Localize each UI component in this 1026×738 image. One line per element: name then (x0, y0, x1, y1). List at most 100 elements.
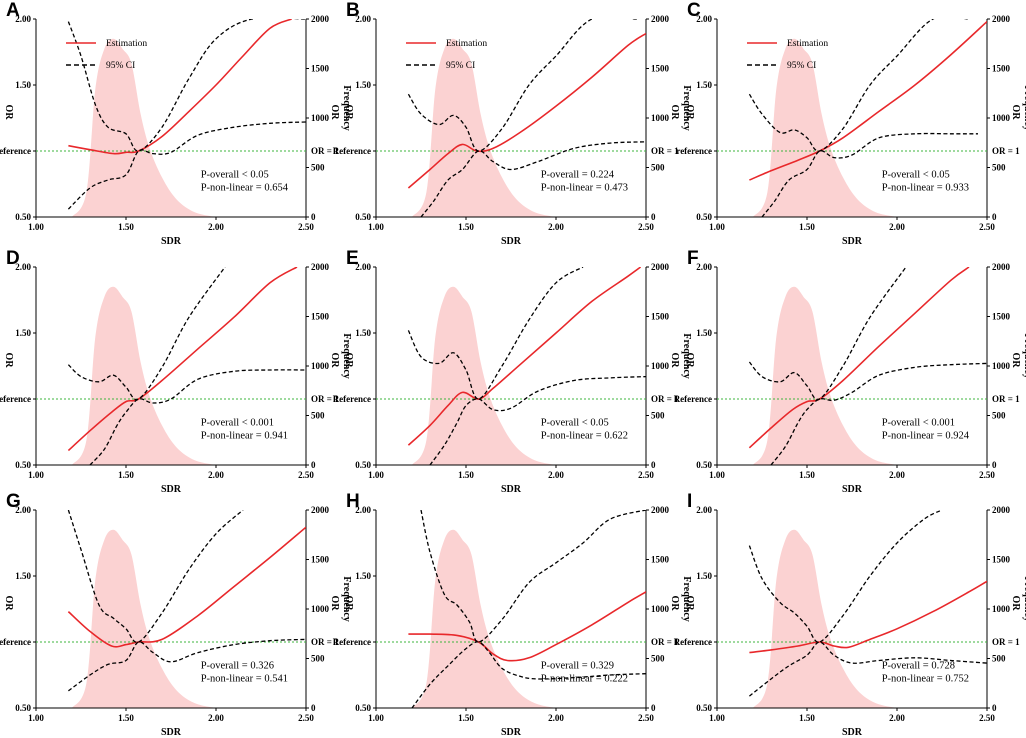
y-tick-label: 2.00 (355, 262, 371, 272)
x-tick-label: 1.00 (368, 222, 384, 232)
y2-tick-label: 500 (651, 163, 665, 173)
y2-tick-label: 500 (651, 654, 665, 664)
y-tick-label: 1.50 (696, 80, 712, 90)
y2-tick-label: 0 (651, 460, 656, 470)
x-axis-title: SDR (501, 236, 522, 247)
y2-tick-label: 0 (311, 703, 316, 713)
frequency-histogram (753, 38, 897, 217)
panel-c: C 1.00 1.50 2.00 2.50 0.50 1.50 2.00 reference 0 5… (676, 0, 1026, 247)
y2-tick-label: 1500 (992, 312, 1011, 322)
y2-tick-label: 1000 (311, 113, 330, 123)
y2-tick-label: 0 (651, 212, 656, 222)
or-equals-one-label: OR = 1 (651, 394, 679, 404)
y2-tick-label: 2000 (651, 262, 670, 272)
y-axis-title: OR (3, 596, 14, 612)
y-axis-title: OR (343, 596, 354, 612)
y2-tick-label: 1500 (992, 64, 1011, 74)
x-tick-label: 2.50 (638, 470, 654, 480)
y-tick-label: 0.50 (355, 460, 371, 470)
panel-letter: F (687, 248, 699, 269)
panel-letter: C (687, 0, 701, 21)
ci-lower-line (761, 132, 978, 217)
legend-estimation-label: Estimation (787, 39, 828, 49)
y-tick-label: 2.00 (15, 14, 31, 24)
y2-axis-title-frequency: Frequency (681, 576, 692, 621)
y-tick-label: 1.50 (15, 328, 31, 338)
p-overall-label: P-overall < 0.05 (882, 169, 950, 180)
y2-axis-title-frequency: Frequency (681, 85, 692, 130)
y2-axis-title-or: OR (329, 105, 340, 121)
x-tick-label: 1.00 (709, 713, 725, 723)
frequency-histogram (412, 529, 556, 708)
reference-label: Reference (333, 637, 371, 647)
y2-tick-label: 2000 (651, 505, 670, 515)
x-axis-title: SDR (842, 236, 863, 247)
y2-tick-label: 1500 (651, 555, 670, 565)
y2-tick-label: 500 (992, 163, 1006, 173)
ci-lower-line (89, 369, 306, 465)
y-axis-title: OR (684, 596, 695, 612)
y2-tick-label: 1000 (992, 361, 1011, 371)
ci-lower-line (68, 638, 306, 692)
y2-tick-label: 1500 (311, 64, 330, 74)
estimation-line (407, 32, 646, 189)
reference-label: Reference (0, 637, 31, 647)
panel-letter: A (6, 0, 20, 21)
y2-tick-label: 1500 (651, 312, 670, 322)
y2-axis-title-or: OR (669, 596, 680, 612)
y2-tick-label: 2000 (651, 14, 670, 24)
y2-tick-label: 1000 (651, 113, 670, 123)
y-tick-label: 0.50 (696, 212, 712, 222)
ci-upper-line (420, 510, 646, 643)
x-axis-title: SDR (161, 484, 182, 495)
p-overall-label: P-overall < 0.05 (541, 417, 609, 428)
ci-upper-line (407, 267, 584, 400)
x-tick-label: 2.50 (298, 470, 314, 480)
y-tick-label: 1.50 (355, 328, 371, 338)
legend-estimation-label: Estimation (106, 39, 147, 49)
panel-letter: D (6, 248, 20, 269)
y2-tick-label: 2000 (992, 262, 1011, 272)
reference-label: reference (676, 146, 712, 156)
x-tick-label: 2.00 (208, 222, 224, 232)
x-tick-label: 2.50 (979, 222, 995, 232)
reference-label: Reference (0, 394, 31, 404)
panel-e: E 1.00 1.50 2.00 2.50 0.50 1.50 2.00 Reference 0 5… (333, 248, 692, 495)
p-nonlinear-label: P-non-linear = 0.222 (541, 673, 628, 684)
y-tick-label: 2.00 (696, 262, 712, 272)
y-axis-title: OR (343, 105, 354, 121)
x-tick-label: 1.50 (799, 713, 815, 723)
y-tick-label: 2.00 (696, 14, 712, 24)
x-tick-label: 2.50 (979, 713, 995, 723)
y2-tick-label: 1000 (651, 604, 670, 614)
estimation-line (67, 526, 306, 648)
x-tick-label: 1.00 (28, 222, 44, 232)
y2-axis-title-or: OR (1010, 596, 1021, 612)
x-axis-title: SDR (161, 727, 182, 738)
p-nonlinear-label: P-non-linear = 0.622 (541, 430, 628, 441)
y2-tick-label: 1000 (311, 604, 330, 614)
frequency-histogram (412, 286, 556, 465)
x-axis-title: SDR (161, 236, 182, 247)
y2-tick-label: 500 (651, 411, 665, 421)
y2-axis-title-frequency: Frequency (341, 576, 352, 621)
or-equals-one-label: OR = 1 (651, 637, 679, 647)
estimation-line (748, 267, 970, 449)
x-axis-title: SDR (842, 727, 863, 738)
frequency-histogram (72, 529, 216, 708)
y2-tick-label: 2000 (311, 262, 330, 272)
y-axis-title: OR (3, 105, 14, 121)
y-tick-label: 2.00 (696, 505, 712, 515)
y-tick-label: 0.50 (15, 703, 31, 713)
panel-g: G 1.00 1.50 2.00 2.50 0.50 1.50 2.00 Reference 0 5… (0, 491, 352, 738)
panel-letter: I (687, 491, 692, 512)
y-tick-label: 0.50 (696, 703, 712, 713)
x-tick-label: 1.00 (709, 222, 725, 232)
y-tick-label: 1.50 (355, 80, 371, 90)
ci-lower-line (411, 641, 646, 708)
x-tick-label: 2.50 (638, 222, 654, 232)
y2-axis-title-or: OR (1010, 353, 1021, 369)
panel-d: D 1.00 1.50 2.00 2.50 0.50 1.50 2.00 Reference 0 5… (0, 248, 352, 495)
y-tick-label: 1.50 (15, 571, 31, 581)
x-tick-label: 1.00 (368, 470, 384, 480)
